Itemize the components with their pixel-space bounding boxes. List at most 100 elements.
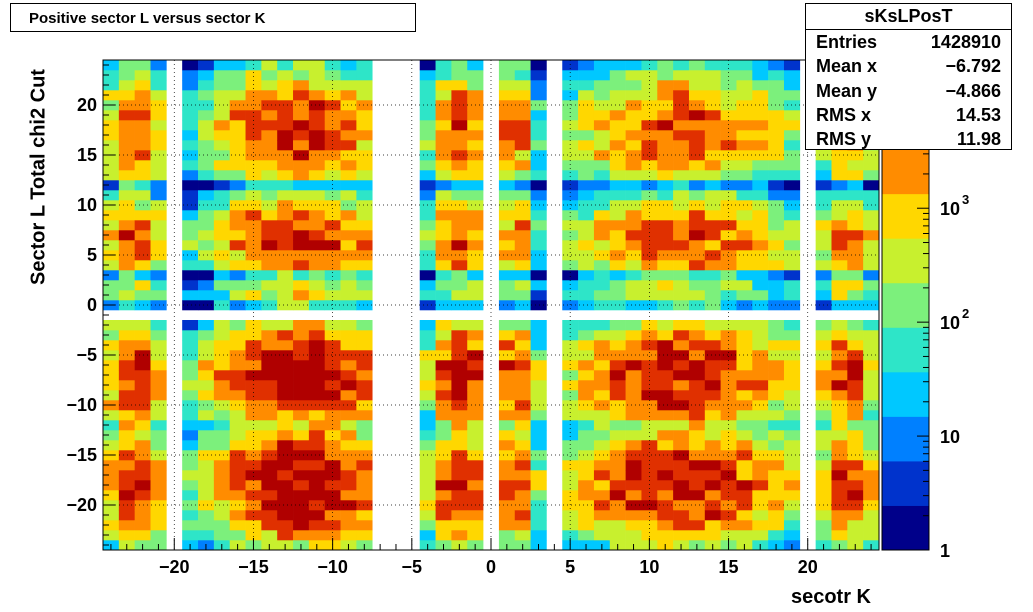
heatmap-cell [103,120,120,131]
heatmap-cell [831,340,848,351]
heatmap-cell [118,320,135,331]
heatmap-cell [593,520,611,531]
heatmap-cell [118,480,135,491]
heatmap-cell [467,290,484,301]
heatmap-cell [752,320,769,331]
heatmap-cell [752,490,769,501]
heatmap-cell [609,400,626,411]
heatmap-cell [229,450,246,461]
heatmap-cell [451,480,468,491]
heatmap-cell [768,440,785,451]
heatmap-cell [261,440,278,451]
stats-value: −6.792 [945,56,1001,77]
heatmap-cell [467,390,484,401]
heatmap-cell [150,110,167,121]
heatmap-cell [198,440,215,451]
heatmap-cell [308,470,326,481]
heatmap-cell [213,510,230,521]
heatmap-cell [198,350,215,361]
heatmap-cell [356,490,373,501]
heatmap-cell [657,170,674,181]
heatmap-cell [673,280,690,291]
heatmap-cell [245,240,262,251]
heatmap-cell [308,90,326,101]
heatmap-cell [467,270,484,281]
heatmap-cell [783,200,801,211]
heatmap-cell [293,210,310,221]
heatmap-cell [562,280,579,291]
heatmap-cell [103,80,120,91]
heatmap-cell [704,260,721,271]
heatmap-cell [340,200,357,211]
heatmap-cell [863,290,880,301]
heatmap-cell [182,260,199,271]
heatmap-cell [419,430,436,441]
heatmap-cell [277,510,294,521]
heatmap-cell [609,70,626,81]
heatmap-cell [118,240,135,251]
heatmap-cell [514,380,531,391]
heatmap-cell [783,290,801,301]
heatmap-cell [498,260,516,271]
heatmap-cell [625,90,642,101]
heatmap-cell [308,360,326,371]
heatmap-cell [593,250,611,261]
heatmap-cell [593,260,611,271]
heatmap-cell [783,510,801,521]
heatmap-cell [657,410,674,421]
heatmap-cell [277,300,294,311]
heatmap-cell [530,250,547,261]
heatmap-cell [720,440,737,451]
heatmap-cell [150,460,167,471]
heatmap-cell [467,130,484,141]
heatmap-cell [768,130,785,141]
heatmap-cell [783,180,801,191]
heatmap-cell [578,280,595,291]
heatmap-cell [562,470,579,481]
heatmap-cell [229,190,246,201]
heatmap-cell [308,420,326,431]
heatmap-cell [673,380,690,391]
heatmap-cell [150,300,167,311]
heatmap-cell [134,260,151,271]
heatmap-cell [625,160,642,171]
heatmap-cell [783,130,801,141]
heatmap-cell [514,180,531,191]
heatmap-cell [562,320,579,331]
heatmap-cell [815,240,832,251]
heatmap-cell [514,130,531,141]
heatmap-cell [103,480,120,491]
heatmap-cell [277,280,294,291]
heatmap-cell [308,170,326,181]
heatmap-cell [609,360,626,371]
heatmap-cell [657,70,674,81]
heatmap-cell [498,480,516,491]
heatmap-cell [704,130,721,141]
heatmap-cell [768,390,785,401]
heatmap-cell [340,230,357,241]
heatmap-cell [356,60,373,71]
heatmap-cell [720,530,737,541]
palette-swatch [882,238,929,284]
heatmap-cell [514,500,531,511]
heatmap-cell [182,340,199,351]
heatmap-cell [245,520,262,531]
heatmap-cell [451,340,468,351]
heatmap-cell [609,180,626,191]
heatmap-cell [578,110,595,121]
heatmap-cell [768,120,785,131]
x-axis: −20 −15 −10 −5 0 5 10 15 20 [110,538,872,577]
heatmap-cell [213,330,230,341]
x-tick-label: 10 [639,557,659,577]
heatmap-cell [562,530,579,541]
heatmap-cell [293,130,310,141]
heatmap-cell [150,160,167,171]
heatmap-cell [752,170,769,181]
heatmap-cell [198,210,215,221]
heatmap-cell [609,200,626,211]
heatmap-cell [736,520,753,531]
heatmap-cell [736,530,753,541]
heatmap-cell [625,60,642,71]
heatmap-cell [435,340,452,351]
heatmap-cell [688,470,706,481]
